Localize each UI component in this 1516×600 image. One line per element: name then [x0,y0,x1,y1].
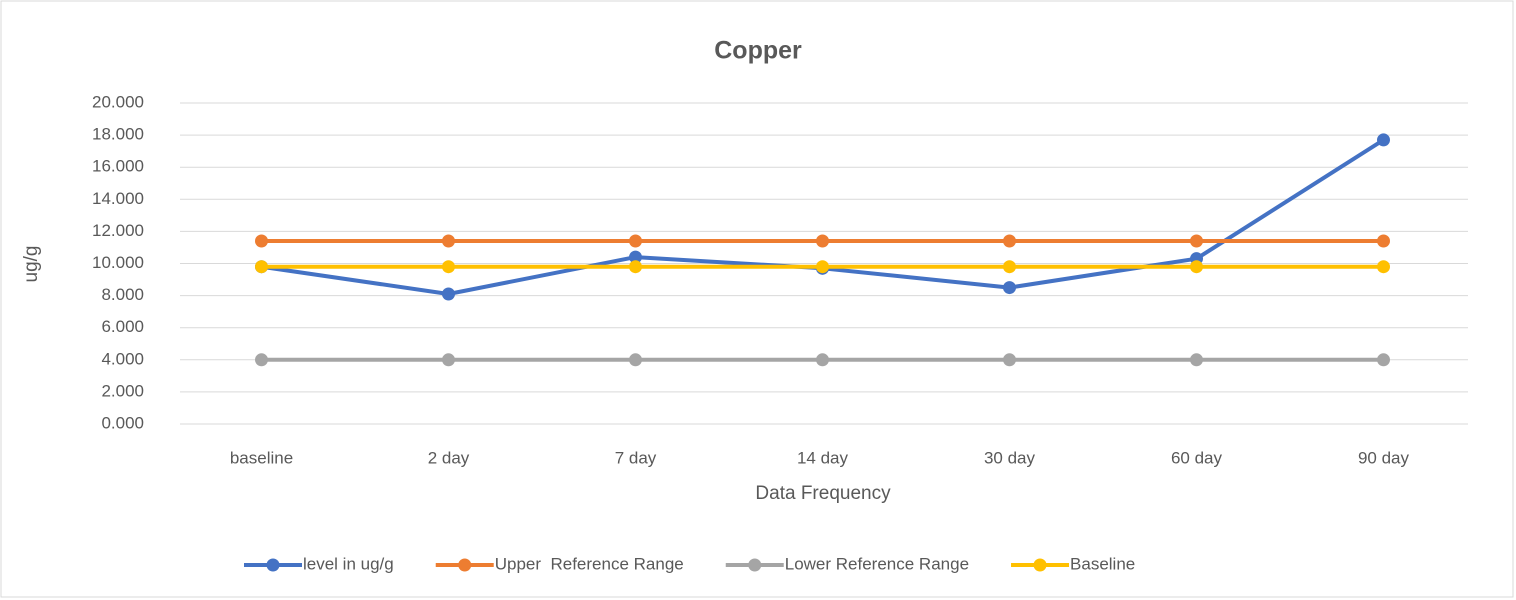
data-point [816,260,829,274]
y-tick-label: 18.000 [92,125,144,144]
data-point [629,353,642,367]
data-point [1003,353,1016,367]
y-tick-label: 2.000 [101,381,144,400]
x-tick-label: 90 day [1358,448,1410,467]
data-point [1190,234,1203,248]
y-tick-label: 14.000 [92,189,144,208]
y-tick-label: 0.000 [101,413,144,432]
legend-marker [266,558,280,572]
data-point [1190,260,1203,274]
data-point [816,353,829,367]
data-point [1377,234,1390,248]
y-tick-label: 8.000 [101,285,144,304]
y-tick-label: 6.000 [101,317,144,336]
y-tick-label: 4.000 [101,349,144,368]
y-tick-label: 20.000 [92,92,144,111]
data-point [629,260,642,274]
legend-marker [458,558,472,572]
data-point [442,353,455,367]
chart-title: Copper [714,37,802,65]
data-point [255,353,268,367]
data-point [629,234,642,248]
data-point [1377,260,1390,274]
data-point [442,287,455,301]
data-point [1003,260,1016,274]
y-tick-label: 16.000 [92,157,144,176]
y-tick-label: 10.000 [92,253,144,272]
data-point [816,234,829,248]
legend-label: Lower Reference Range [785,554,969,573]
x-tick-label: 60 day [1171,448,1223,467]
x-tick-label: baseline [230,448,293,467]
legend-marker [748,558,762,572]
data-point [629,250,642,264]
data-point [1003,281,1016,295]
data-point [442,260,455,274]
data-point [1377,353,1390,367]
data-point [442,234,455,248]
data-point [1003,234,1016,248]
legend-label: Upper Reference Range [495,554,684,573]
x-tick-label: 30 day [984,448,1036,467]
y-axis-label: ug/g [21,246,42,283]
data-point [1190,353,1203,367]
data-point [1377,133,1390,147]
x-tick-label: 14 day [797,448,849,467]
y-tick-label: 12.000 [92,221,144,240]
legend-label: Baseline [1070,554,1135,573]
data-point [255,260,268,274]
x-tick-label: 7 day [615,448,657,467]
x-axis-label: Data Frequency [755,483,891,504]
legend-marker [1033,558,1047,572]
x-tick-label: 2 day [428,448,470,467]
data-point [255,234,268,248]
legend-label: level in ug/g [303,554,394,573]
